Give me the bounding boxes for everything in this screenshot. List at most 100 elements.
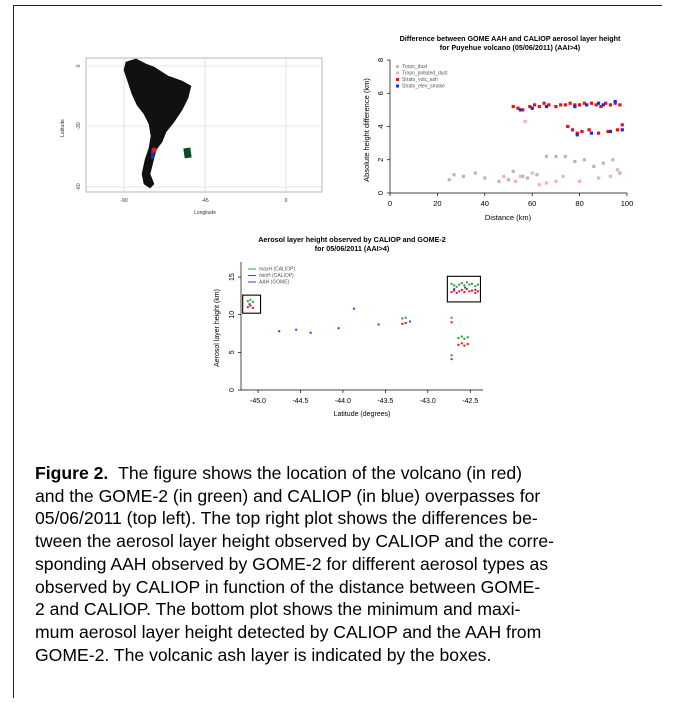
chart1-point xyxy=(570,128,575,132)
chart1-point xyxy=(537,104,541,109)
chart2-point xyxy=(455,285,458,288)
chart1-ytick-label: 8 xyxy=(376,58,385,62)
chart2-point xyxy=(337,327,340,330)
chart1-point xyxy=(596,176,601,180)
chart1-xlabel: Distance (km) xyxy=(485,213,532,222)
chart1-point xyxy=(544,104,549,109)
chart1-point xyxy=(561,174,565,178)
chart2-point xyxy=(476,283,479,286)
chart1-point xyxy=(573,103,577,107)
chart1-point xyxy=(615,168,620,172)
chart2-point xyxy=(377,323,380,326)
chart2-point xyxy=(453,284,456,287)
chart1-point xyxy=(473,171,477,175)
chart1-point xyxy=(578,103,582,107)
chart1-xtick-label: 100 xyxy=(621,199,634,208)
chart1-point xyxy=(547,103,551,107)
chart2-legend-label: maxH (CALIOP) xyxy=(259,267,295,273)
chart1-point xyxy=(618,103,622,107)
chart1-xticks: 0 20 40 60 80 100 xyxy=(388,193,633,208)
chart2-xtick-label: -44.5 xyxy=(292,398,308,405)
chart1-point xyxy=(618,171,622,175)
chart1-point xyxy=(606,129,610,134)
chart1-point xyxy=(589,101,594,105)
chart1-point xyxy=(620,123,624,127)
chart1-point xyxy=(530,106,534,110)
chart2-point xyxy=(408,320,411,323)
chart1-point xyxy=(608,174,613,178)
chart1-point xyxy=(528,104,532,109)
chart2-point xyxy=(404,316,407,319)
map-ylabel: Latitude xyxy=(60,119,66,137)
chart1-point xyxy=(604,101,608,105)
chart1-point xyxy=(516,106,520,110)
chart1-point xyxy=(596,101,601,105)
caption-line-0: Figure 2. The figure shows the location … xyxy=(35,463,523,483)
chart2-point xyxy=(450,358,453,361)
chart2-point xyxy=(450,354,453,357)
chart1-legend-marker xyxy=(396,78,399,81)
chart2-points xyxy=(246,281,479,361)
chart2-point xyxy=(404,321,407,324)
chart2-ylabel: Aerosol layer height (km) xyxy=(214,289,221,367)
chart2-subtitle: for 05/06/2011 (AAI>4) xyxy=(315,244,390,253)
chart1-point xyxy=(601,161,605,165)
chart1-point xyxy=(532,103,537,107)
chart1-point xyxy=(563,154,567,159)
chart2-ytick-label: 10 xyxy=(229,311,236,319)
chart2-point xyxy=(458,290,461,293)
ash-layer-box xyxy=(446,275,482,303)
chart2-point xyxy=(450,316,453,319)
chart1-point xyxy=(559,103,563,107)
chart1-point xyxy=(518,108,522,112)
chart2-point xyxy=(468,283,471,286)
chart2-point xyxy=(465,288,468,291)
chart2-point xyxy=(464,286,467,289)
chart1-point xyxy=(596,131,601,135)
chart2-point xyxy=(453,289,456,292)
chart1-yticks: 0 2 4 6 8 xyxy=(376,58,390,195)
chart2-point xyxy=(463,284,466,287)
chart1-legend-marker xyxy=(396,71,399,75)
chart2-xlabel: Latitude (degrees) xyxy=(334,411,391,418)
chart2-point xyxy=(450,291,453,294)
volcano-marker xyxy=(151,147,157,153)
chart1-point xyxy=(506,178,511,182)
chart1-point xyxy=(511,169,515,173)
chart2-point xyxy=(251,306,254,309)
chart1-point xyxy=(511,104,515,109)
chart2-point xyxy=(450,321,453,324)
chart2-point xyxy=(476,290,479,293)
chart1-point xyxy=(497,179,501,183)
chart2-point xyxy=(463,344,466,347)
chart2-point xyxy=(463,291,466,294)
chart1-point xyxy=(537,183,541,187)
chart2-point xyxy=(450,282,453,285)
chart1-point xyxy=(575,133,579,137)
chart1-point xyxy=(601,103,605,107)
chart2-xtick-label: -45.0 xyxy=(250,398,266,405)
chart1-point xyxy=(615,128,620,132)
chart1-ylabel: Absolute height difference (km) xyxy=(362,78,371,182)
chart2-point xyxy=(460,335,463,338)
chart1-subtitle: for Puyehue volcano (05/06/2011) (AAI>4) xyxy=(440,43,581,52)
chart1-legend-marker xyxy=(396,84,399,88)
chart1-point xyxy=(580,129,584,134)
chart1-legend-label: Strato_volc_ash xyxy=(402,77,438,83)
chart1-legend-label: Tropo_dust xyxy=(402,64,428,70)
caption-line-3: tween the aerosol layer height observed … xyxy=(35,531,554,552)
chart1-point xyxy=(525,176,530,180)
chart1-xtick-label: 60 xyxy=(528,199,536,208)
chart1-point xyxy=(554,104,558,109)
chart2-point xyxy=(295,328,298,331)
chart2-point xyxy=(460,282,463,285)
chart2-xtick-label: -43.5 xyxy=(377,398,393,405)
chart1-point xyxy=(483,176,487,180)
caption-line-8: GOME-2. The volcanic ash layer is indica… xyxy=(35,644,492,665)
chart2-title: Aerosol layer height observed by CALIOP … xyxy=(258,235,446,244)
chart1-point xyxy=(613,101,617,105)
chart2-point xyxy=(466,343,469,346)
caption-line-7: mum aerosol layer height detected by CAL… xyxy=(35,621,542,642)
chart2-point xyxy=(352,307,355,310)
map-xlabel: Longitude xyxy=(194,210,216,216)
